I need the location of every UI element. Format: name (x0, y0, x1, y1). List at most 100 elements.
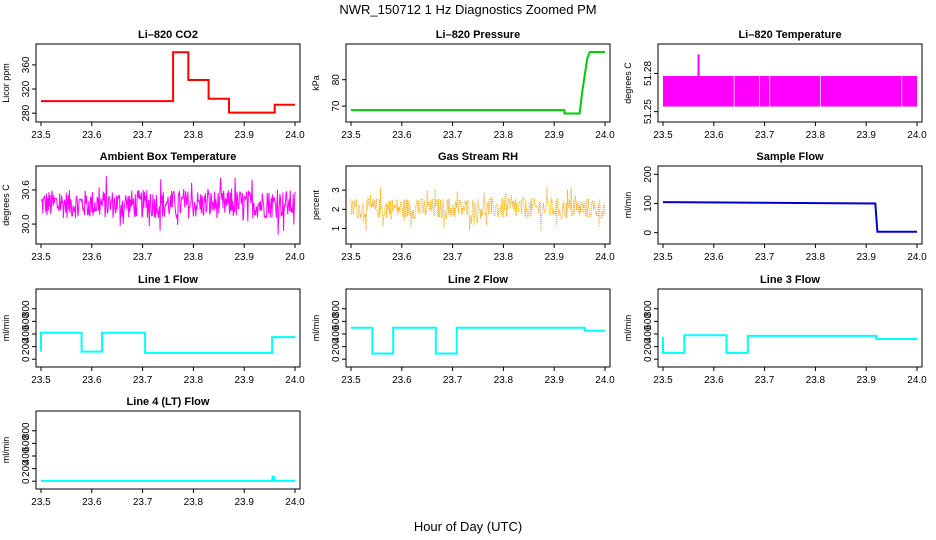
x-tick-label: 23.5 (31, 375, 51, 386)
y-tick-label: 600 (21, 313, 32, 330)
x-tick-label: 24.0 (907, 375, 927, 386)
panel-9: Line 3 Flow ml/min 23.5 23.6 23.7 23.8 23.9 24.… (623, 274, 927, 386)
x-tick-label: 23.6 (704, 375, 724, 386)
x-tick-label: 24.0 (285, 252, 305, 263)
y-tick-label: 30.0 (21, 214, 32, 234)
x-tick-label: 23.7 (443, 252, 463, 263)
y-tick-label: 280 (21, 104, 32, 121)
x-tick-label: 24.0 (595, 130, 615, 141)
y-tick-label: 800 (21, 422, 32, 439)
data-series-line (351, 326, 605, 355)
x-tick-label: 23.8 (184, 375, 204, 386)
figure-xlabel: Hour of Day (UTC) (414, 519, 522, 534)
x-tick-label: 23.7 (443, 130, 463, 141)
panel-title: Li–820 CO2 (138, 29, 198, 41)
x-tick-label: 24.0 (285, 375, 305, 386)
plot-frame (35, 43, 301, 123)
x-tick-label: 23.5 (341, 130, 361, 141)
x-tick-label: 23.6 (704, 130, 724, 141)
y-axis-label: degrees C (623, 62, 633, 104)
x-tick-label: 23.8 (494, 252, 514, 263)
x-tick-label: 23.9 (234, 130, 254, 141)
y-tick-label: 0 (21, 478, 32, 484)
plot-frame (657, 288, 923, 368)
x-tick-label: 23.5 (31, 130, 51, 141)
x-tick-label: 23.7 (133, 252, 153, 263)
panel-title: Sample Flow (756, 151, 824, 163)
x-tick-label: 23.9 (234, 497, 254, 508)
x-tick-label: 23.9 (544, 252, 564, 263)
x-tick-label: 23.6 (704, 252, 724, 263)
x-tick-label: 23.5 (653, 375, 673, 386)
panel-title: Li–820 Pressure (436, 29, 520, 41)
y-tick-label: 0 (643, 229, 654, 235)
panel-title: Ambient Box Temperature (100, 151, 237, 163)
y-tick-label: 100 (643, 195, 654, 212)
x-tick-label: 23.9 (856, 252, 876, 263)
x-tick-label: 23.8 (494, 130, 514, 141)
data-series-line (662, 201, 917, 233)
y-tick-label: 600 (643, 313, 654, 330)
x-tick-label: 23.9 (234, 375, 254, 386)
x-tick-label: 24.0 (285, 130, 305, 141)
plot-frame (345, 288, 611, 368)
y-tick-label: 200 (21, 338, 32, 355)
y-axis-label: Licor ppm (1, 63, 11, 103)
y-tick-label: 400 (331, 325, 342, 342)
x-tick-label: 23.7 (755, 252, 775, 263)
y-tick-label: 400 (643, 325, 654, 342)
y-axis-label: ml/min (1, 315, 11, 342)
x-tick-label: 23.6 (392, 375, 412, 386)
y-axis-label: ml/min (1, 437, 11, 464)
panel-3: Li–820 Temperature degrees C 23.5 23.6 23.7 2… (623, 29, 927, 141)
data-series-line (351, 51, 605, 115)
y-tick-label: 400 (21, 447, 32, 464)
x-tick-label: 23.6 (392, 252, 412, 263)
y-tick-label: 0 (643, 356, 654, 362)
x-tick-label: 23.7 (133, 130, 153, 141)
x-tick-label: 23.5 (31, 252, 51, 263)
y-tick-label: 2 (331, 206, 342, 212)
x-tick-label: 23.9 (544, 375, 564, 386)
x-tick-label: 23.7 (755, 375, 775, 386)
plot-frame (35, 410, 301, 490)
panel-6: Sample Flow ml/min 23.5 23.6 23.7 23.8 23.9 24.… (623, 151, 927, 263)
panel-5: Gas Stream RH percent 23.5 23.6 23.7 23.8 23.9… (311, 151, 615, 263)
x-tick-label: 23.5 (31, 497, 51, 508)
x-tick-label: 23.9 (856, 375, 876, 386)
plot-frame (345, 165, 611, 245)
y-tick-label: 70 (331, 100, 342, 112)
y-axis-label: degrees C (1, 184, 11, 226)
y-tick-label: 1 (331, 225, 342, 231)
plot-frame (35, 165, 301, 245)
y-tick-label: 600 (21, 435, 32, 452)
plot-frame (345, 43, 611, 123)
y-axis-label: kPa (311, 75, 321, 91)
x-tick-label: 23.7 (755, 130, 775, 141)
data-series-line (41, 475, 295, 482)
data-series-line (40, 331, 295, 354)
panel-title: Gas Stream RH (438, 151, 518, 163)
x-tick-label: 23.8 (494, 375, 514, 386)
y-tick-label: 3 (331, 187, 342, 193)
x-tick-label: 24.0 (595, 252, 615, 263)
y-axis-label: ml/min (623, 315, 633, 342)
y-tick-label: 200 (643, 166, 654, 183)
y-tick-label: 360 (21, 56, 32, 73)
figure-title: NWR_150712 1 Hz Diagnostics Zoomed PM (339, 2, 596, 17)
x-tick-label: 24.0 (595, 375, 615, 386)
y-tick-label: 0 (331, 356, 342, 362)
x-tick-label: 23.9 (544, 130, 564, 141)
x-tick-label: 23.8 (806, 375, 826, 386)
y-axis-label: percent (311, 189, 321, 220)
y-tick-label: 200 (21, 460, 32, 477)
panel-4: Ambient Box Temperature degrees C 23.5 23.6… (1, 151, 305, 263)
y-axis-label: ml/min (311, 315, 321, 342)
data-band (663, 76, 917, 107)
panel-title: Line 2 Flow (448, 274, 508, 286)
plot-frame (35, 288, 301, 368)
data-series-points (350, 185, 606, 232)
x-tick-label: 24.0 (907, 252, 927, 263)
panel-title: Line 1 Flow (138, 274, 198, 286)
